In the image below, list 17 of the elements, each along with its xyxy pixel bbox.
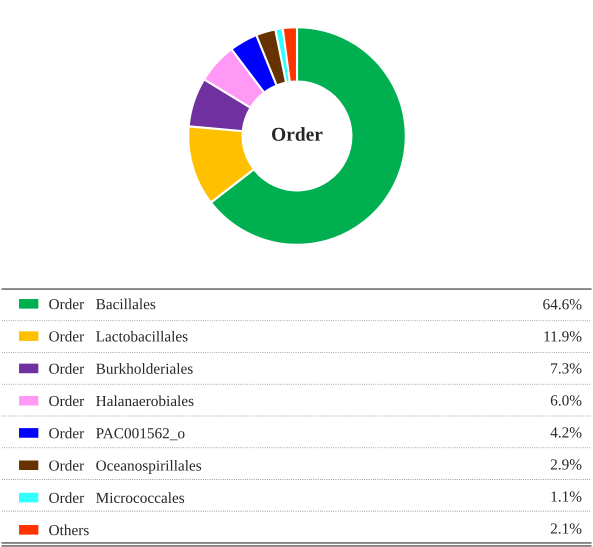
data-label: 7.3% [551, 363, 582, 374]
legend-label: Others [49, 524, 89, 536]
legend-label: Order PAC001562_o [49, 428, 184, 440]
text: Order [272, 127, 322, 141]
data-label: 64.6% [543, 299, 582, 310]
data-label: 1.1% [552, 491, 582, 502]
legend-label: Order Oceanospirillales [49, 460, 202, 474]
data-label: 2.1% [550, 523, 582, 534]
data-label: 4.2% [550, 427, 582, 438]
data-label: 2.9% [550, 459, 582, 470]
legend-label: Order Bacillales [49, 298, 156, 310]
data-label: 6.0% [550, 395, 582, 406]
legend-label: Order Lactobacillales [49, 330, 188, 342]
legend-label: Order Halanaerobiales [49, 395, 194, 406]
legend-label: Order Micrococcales [49, 492, 184, 503]
legend-label: Order Burkholderiales [49, 363, 193, 374]
data-label: 11.9% [544, 331, 582, 342]
